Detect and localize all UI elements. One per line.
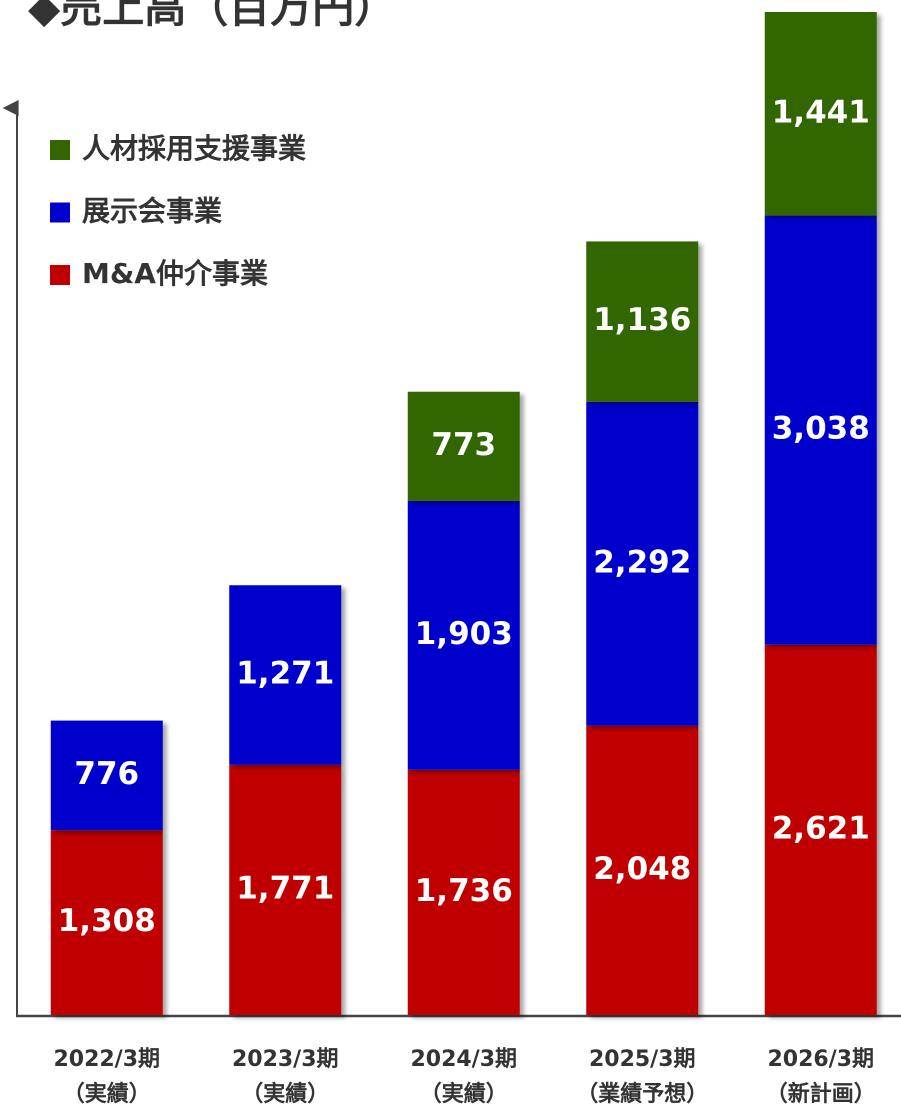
- x-tick-label: （実績）: [63, 1081, 151, 1107]
- legend-label: 展示会事業: [82, 195, 222, 228]
- bar-segment: [407, 500, 520, 770]
- value-label: 773: [431, 427, 496, 463]
- x-tick-label: （実績）: [420, 1081, 508, 1107]
- x-tick-label: 2025/3期: [589, 1047, 696, 1072]
- value-label: 2,292: [593, 544, 691, 580]
- bar-segment: [586, 241, 699, 402]
- legend-label: M&A仲介事業: [82, 257, 268, 290]
- bar-segment: [407, 769, 520, 1015]
- value-label: 776: [74, 756, 139, 792]
- x-tick-label: （業績予想）: [576, 1081, 708, 1107]
- legend-swatch: [50, 202, 70, 223]
- bar-segment: [764, 215, 877, 645]
- bar-segment: [586, 401, 699, 726]
- legend-swatch: [50, 140, 70, 160]
- value-label: 1,771: [236, 870, 334, 906]
- value-label: 3,038: [772, 411, 870, 447]
- value-label: 1,271: [236, 656, 334, 692]
- value-label: 1,903: [415, 616, 513, 652]
- value-label: 2,048: [593, 851, 691, 887]
- x-tick-label: 2022/3期: [53, 1047, 160, 1072]
- bar-segment: [764, 644, 877, 1015]
- bar-segment: [229, 764, 342, 1015]
- value-label: 1,441: [772, 94, 870, 130]
- bar-segment: [229, 585, 342, 765]
- bar-segment: [50, 830, 163, 1015]
- bar-segment: [50, 720, 163, 831]
- value-label: 2,621: [772, 810, 870, 846]
- value-label: 1,736: [415, 873, 513, 909]
- legend-swatch: [50, 265, 70, 285]
- x-tick-label: 2024/3期: [410, 1047, 517, 1072]
- legend-label: 人材採用支援事業: [82, 132, 306, 165]
- chart-title: ◆売上高（百万円）: [28, 0, 396, 32]
- value-label: 1,136: [593, 302, 691, 338]
- bar-segment: [764, 12, 877, 216]
- x-tick-label: 2023/3期: [232, 1047, 339, 1072]
- x-tick-label: 2026/3期: [767, 1047, 874, 1072]
- x-tick-label: （新計画）: [766, 1081, 876, 1107]
- bar-segment: [407, 391, 520, 501]
- bar-segment: [586, 725, 699, 1015]
- value-label: 1,308: [58, 903, 156, 939]
- x-tick-label: （実績）: [241, 1081, 329, 1107]
